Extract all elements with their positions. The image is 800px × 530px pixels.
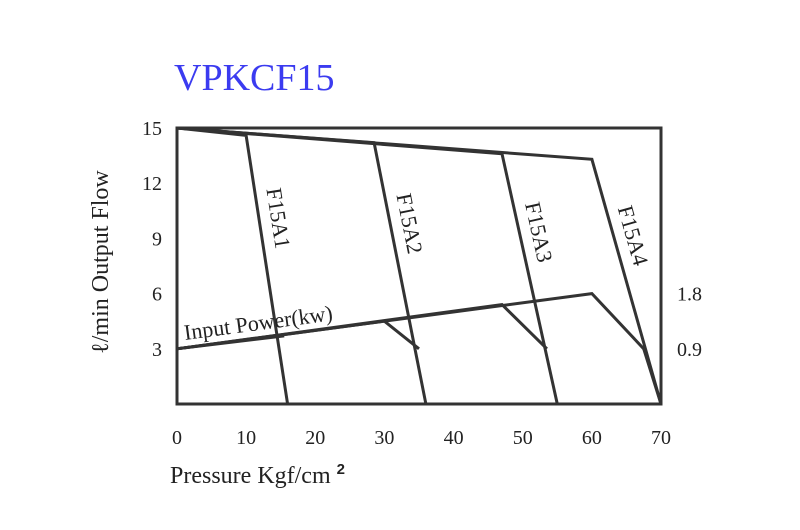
flow-line-f15a2 (176, 126, 428, 405)
y2-tick-label: 1.8 (677, 284, 702, 306)
y-axis-label: ℓ/min Output Flow (88, 170, 114, 354)
chart-title: VPKCF15 (174, 57, 335, 99)
x-tick-label: 40 (444, 427, 464, 449)
plot-frame (175, 126, 663, 406)
y-tick-label: 12 (142, 173, 162, 195)
y-tick-label: 9 (152, 228, 162, 250)
x-tick-label: 10 (236, 427, 256, 449)
y-tick-label: 6 (152, 284, 162, 306)
flow-line-f15a1 (176, 126, 290, 405)
power-line-f15a4 (176, 292, 663, 405)
y-tick-label: 15 (142, 118, 162, 140)
x-tick-label: 0 (172, 427, 182, 449)
flow-line-f15a3 (176, 126, 559, 405)
y2-tick-label: 0.9 (677, 339, 702, 361)
x-tick-label: 50 (513, 427, 533, 449)
x-axis-label-superscript: 2 (337, 461, 345, 478)
series-label-f15a1: F15A1 (261, 186, 295, 250)
y-tick-label: 3 (152, 339, 162, 361)
x-tick-label: 60 (582, 427, 602, 449)
flow-line-f15a4 (176, 126, 663, 405)
x-tick-label: 70 (651, 427, 671, 449)
x-tick-label: 20 (305, 427, 325, 449)
series-label-f15a2: F15A2 (392, 191, 428, 256)
x-axis-label: Pressure Kgf/cm 2 (170, 461, 345, 489)
x-tick-label: 30 (374, 427, 394, 449)
